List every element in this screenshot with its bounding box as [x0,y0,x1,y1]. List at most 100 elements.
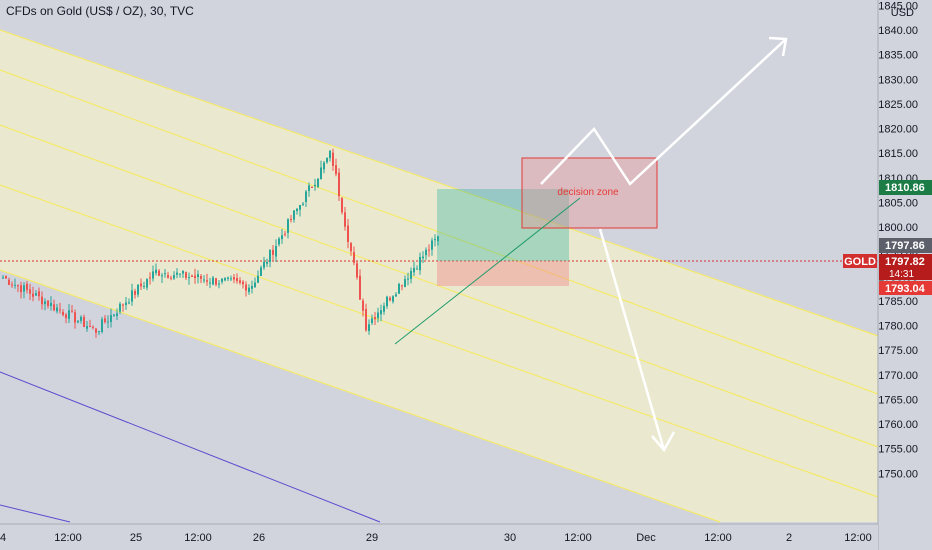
candle-body[interactable] [152,271,154,279]
candle-body[interactable] [158,270,160,276]
candle-body[interactable] [5,275,7,279]
candle-body[interactable] [203,279,205,281]
candle-body[interactable] [320,167,322,180]
candle-body[interactable] [239,280,241,283]
candle-body[interactable] [272,249,274,255]
candle-body[interactable] [161,275,163,277]
candle-body[interactable] [32,293,34,297]
candle-body[interactable] [104,318,106,323]
candle-body[interactable] [242,281,244,285]
candle-body[interactable] [86,326,88,329]
candle-body[interactable] [293,210,295,220]
candle-body[interactable] [425,249,427,256]
channel-line-upper[interactable] [0,69,879,395]
candle-body[interactable] [59,309,61,311]
candle-body[interactable] [215,278,217,285]
candle-body[interactable] [182,270,184,274]
candle-body[interactable] [206,280,208,282]
candle-body[interactable] [383,305,385,312]
candle-body[interactable] [428,249,430,251]
candle-body[interactable] [95,328,97,333]
candle-body[interactable] [260,267,262,277]
candle-body[interactable] [98,331,100,333]
candle-body[interactable] [221,278,223,282]
candle-body[interactable] [230,278,232,280]
candle-body[interactable] [332,152,334,166]
green-trendline[interactable] [394,197,581,345]
candle-body[interactable] [155,269,157,274]
candle-body[interactable] [257,275,259,283]
candle-body[interactable] [173,275,175,279]
candle-body[interactable] [29,289,31,294]
candle-body[interactable] [251,285,253,289]
candle-body[interactable] [212,277,214,285]
candle-body[interactable] [407,278,409,280]
candle-body[interactable] [389,297,391,301]
candle-body[interactable] [245,284,247,291]
candle-body[interactable] [224,278,226,281]
candle-body[interactable] [392,296,394,302]
candle-body[interactable] [353,252,355,263]
candle-body[interactable] [50,302,52,307]
candle-body[interactable] [263,261,265,268]
candle-body[interactable] [53,304,55,311]
candle-body[interactable] [62,311,64,316]
candle-body[interactable] [146,279,148,288]
candle-body[interactable] [185,272,187,278]
candle-body[interactable] [92,326,94,328]
purple-trendline[interactable] [0,371,381,523]
candle-body[interactable] [347,225,349,243]
candle-body[interactable] [119,303,121,312]
candle-body[interactable] [419,256,421,271]
purple-trendline-lower[interactable] [0,504,71,523]
candlestick-series[interactable] [2,148,439,338]
candle-body[interactable] [149,277,151,279]
candle-body[interactable] [143,286,145,288]
candle-body[interactable] [35,293,37,296]
candle-body[interactable] [218,283,220,285]
candle-body[interactable] [275,246,277,257]
candle-body[interactable] [101,319,103,332]
candle-body[interactable] [26,283,28,291]
candle-body[interactable] [233,277,235,280]
candle-body[interactable] [374,317,376,320]
candle-body[interactable] [65,314,67,319]
candle-body[interactable] [302,203,304,205]
candle-body[interactable] [422,256,424,259]
candle-body[interactable] [305,191,307,202]
candle-body[interactable] [170,277,172,279]
candle-body[interactable] [167,275,169,278]
candle-body[interactable] [398,283,400,294]
candle-body[interactable] [278,238,280,245]
bearish-path-arrow[interactable] [598,228,666,451]
candle-body[interactable] [314,184,316,187]
time-axis[interactable]: 4 12:00 25 12:00 26 29 30 12:00 Dec 12:00 2 12:00 [0,523,878,550]
candle-body[interactable] [83,316,85,327]
candle-body[interactable] [89,325,91,327]
candle-body[interactable] [179,273,181,275]
bullish-path-arrow[interactable] [540,38,787,186]
candle-body[interactable] [23,285,25,292]
candle-body[interactable] [341,198,343,213]
candle-body[interactable] [404,279,406,287]
candle-body[interactable] [56,307,58,312]
candle-body[interactable] [194,275,196,279]
candle-body[interactable] [416,268,418,270]
candle-body[interactable] [437,236,439,242]
candle-body[interactable] [74,312,76,323]
candle-body[interactable] [11,284,13,286]
candle-body[interactable] [338,172,340,197]
candle-body[interactable] [197,274,199,278]
candle-body[interactable] [368,324,370,331]
candle-body[interactable] [128,302,130,304]
candle-body[interactable] [122,304,124,306]
candle-body[interactable] [14,284,16,286]
candle-body[interactable] [413,267,415,273]
candle-body[interactable] [335,165,337,175]
candle-body[interactable] [281,235,283,240]
candle-body[interactable] [287,219,289,233]
candle-body[interactable] [266,262,268,264]
candle-body[interactable] [137,284,139,295]
long-position-target[interactable] [437,189,569,261]
